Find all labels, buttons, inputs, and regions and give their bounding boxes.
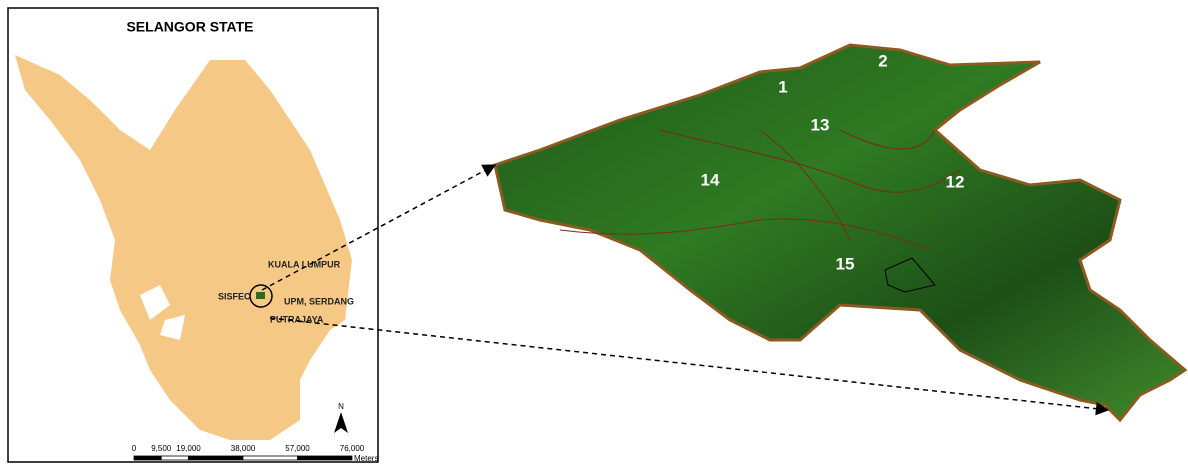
place-label: UPM, SERDANG — [284, 296, 354, 306]
study-area — [256, 292, 265, 299]
scale-label: 76,000 — [340, 444, 365, 453]
scale-unit: Meters — [354, 454, 378, 463]
scale-segment — [134, 456, 161, 460]
scale-label: 38,000 — [231, 444, 256, 453]
inset-title: SELANGOR STATE — [126, 19, 253, 35]
scale-segment — [243, 456, 298, 460]
scale-segment — [189, 456, 244, 460]
scale-label: 57,000 — [285, 444, 310, 453]
compartment-label: 1 — [778, 77, 787, 96]
scale-segment — [298, 456, 353, 460]
place-label: SISFEC — [218, 291, 251, 301]
scale-label: 0 — [132, 444, 137, 453]
north-label: N — [338, 402, 344, 411]
compartment-label: 13 — [811, 115, 830, 134]
compartment-label: 15 — [836, 254, 855, 273]
compartment-label: 14 — [701, 170, 720, 189]
compartment-label: 2 — [878, 51, 887, 70]
compartment-label: 12 — [946, 172, 965, 191]
scale-segment — [161, 456, 188, 460]
figure: SELANGOR STATE KUALA LUMPUR SISFEC UPM, … — [0, 0, 1188, 467]
scale-label: 9,500 — [151, 444, 172, 453]
scale-label: 19,000 — [176, 444, 201, 453]
terrain — [495, 45, 1185, 420]
